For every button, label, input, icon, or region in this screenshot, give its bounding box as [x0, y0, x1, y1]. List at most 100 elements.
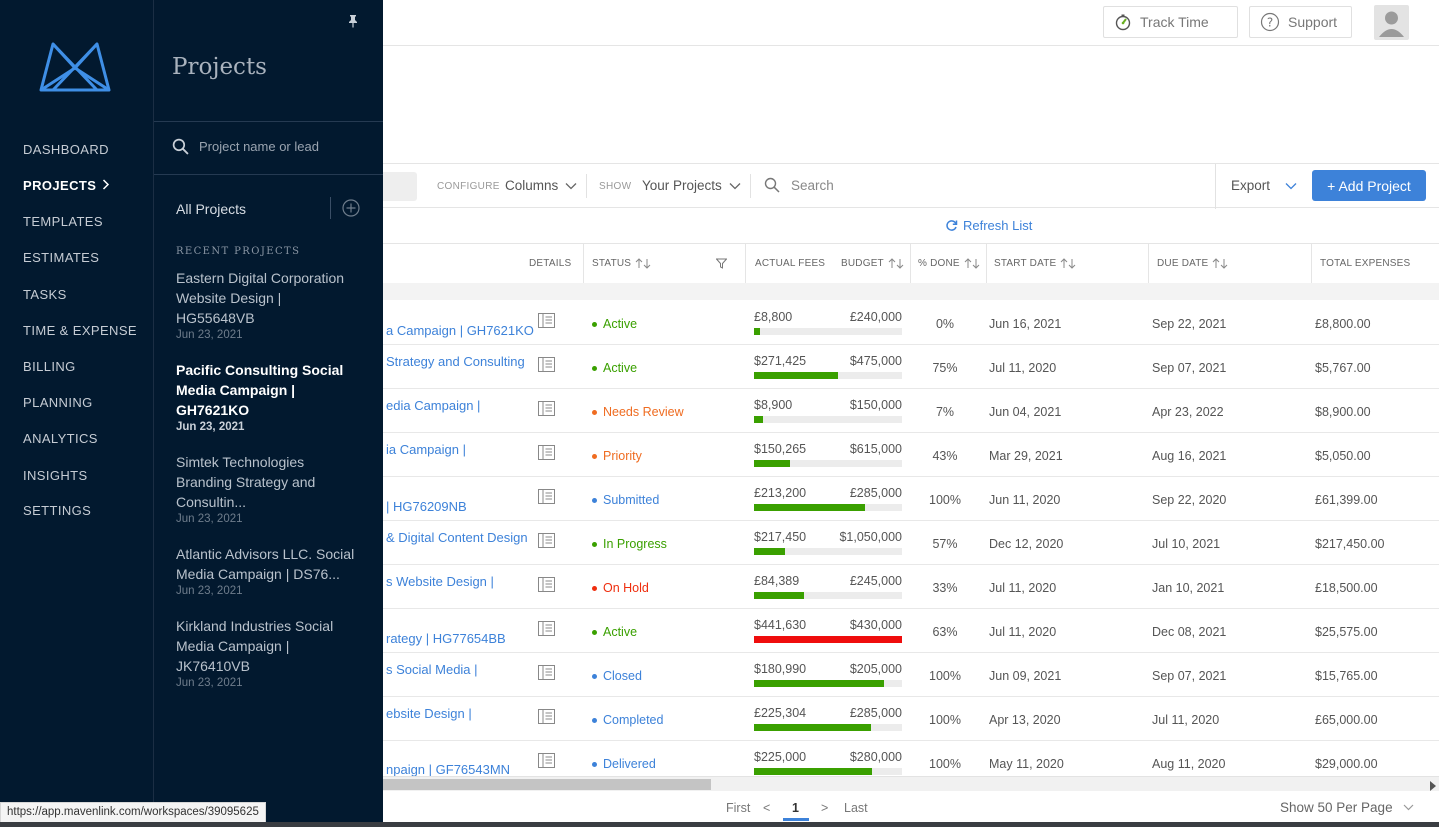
project-name-link[interactable]: ia Campaign |: [386, 442, 466, 457]
details-icon[interactable]: [538, 753, 555, 771]
project-name-link[interactable]: ebsite Design |: [386, 706, 472, 721]
status-label: Active: [603, 361, 638, 375]
project-name-link[interactable]: & Digital Content Design: [386, 530, 528, 545]
total-expenses-value: $217,450.00: [1315, 537, 1385, 551]
track-time-button[interactable]: Track Time: [1103, 6, 1238, 38]
nav-item-settings[interactable]: SETTINGS: [23, 503, 91, 518]
scrollbar-thumb[interactable]: [383, 779, 711, 790]
status-badge[interactable]: Priority: [592, 449, 642, 463]
recent-project-item[interactable]: Pacific Consulting Social Media Campaign…: [176, 360, 361, 433]
status-badge[interactable]: Active: [592, 317, 637, 331]
table-row[interactable]: ebsite Design | Completed £225,304 £285,000…: [383, 697, 1439, 741]
nav-item-insights[interactable]: INSIGHTS: [23, 468, 88, 483]
status-badge[interactable]: Submitted: [592, 493, 659, 507]
nav-item-tasks[interactable]: TASKS: [23, 287, 67, 302]
nav-item-planning[interactable]: PLANNING: [23, 395, 93, 410]
first-page-link[interactable]: First: [726, 801, 751, 815]
show-dropdown[interactable]: Your Projects: [642, 178, 741, 193]
recent-project-item[interactable]: Kirkland Industries Social Media Campaig…: [176, 616, 361, 689]
table-row[interactable]: ia Campaign | Priority $150,265 $615,000 43%…: [383, 433, 1439, 477]
details-icon[interactable]: [538, 665, 555, 683]
table-row[interactable]: | HG76209NB Submitted £213,200 £285,000 100%…: [383, 477, 1439, 521]
details-icon[interactable]: [538, 709, 555, 727]
project-name-link[interactable]: edia Campaign |: [386, 398, 481, 413]
recent-project-item[interactable]: Atlantic Advisors LLC. Social Media Camp…: [176, 544, 361, 597]
table-row[interactable]: rategy | HG77654BB Active $441,630 $430,000…: [383, 609, 1439, 653]
nav-item-analytics[interactable]: ANALYTICS: [23, 431, 98, 446]
col-start-date[interactable]: START DATE: [994, 258, 1076, 269]
status-badge[interactable]: Active: [592, 625, 637, 639]
table-search-input[interactable]: Search: [764, 177, 834, 193]
add-project-button[interactable]: + Add Project: [1312, 170, 1426, 201]
start-date-value: Dec 12, 2020: [989, 537, 1064, 551]
col-due-date[interactable]: DUE DATE: [1157, 258, 1228, 269]
project-name-link[interactable]: npaign | GF76543MN: [386, 762, 511, 777]
nav-item-label: BILLING: [23, 359, 76, 374]
sort-icon[interactable]: [888, 258, 904, 269]
columns-dropdown[interactable]: Columns: [505, 178, 577, 193]
col-pct-done[interactable]: % DONE: [918, 258, 980, 269]
support-button[interactable]: ? Support: [1249, 6, 1352, 38]
project-name-link[interactable]: rategy | HG77654BB: [386, 631, 506, 646]
current-page[interactable]: 1: [792, 801, 799, 815]
details-icon[interactable]: [538, 489, 555, 507]
table-row[interactable]: a Campaign | GH7621KO Active £8,800 £240,00…: [383, 301, 1439, 345]
status-badge[interactable]: Completed: [592, 713, 663, 727]
col-status[interactable]: STATUS: [592, 258, 651, 269]
nav-item-templates[interactable]: TEMPLATES: [23, 214, 103, 229]
scroll-right-arrow-icon[interactable]: [1430, 779, 1436, 794]
recent-project-item[interactable]: Eastern Digital Corporation Website Desi…: [176, 268, 361, 341]
project-name-link[interactable]: s Social Media |: [386, 662, 478, 677]
nav-item-dashboard[interactable]: DASHBOARD: [23, 142, 109, 157]
last-page-link[interactable]: Last: [844, 801, 868, 815]
mavenlink-logo-icon[interactable]: [38, 40, 112, 97]
status-badge[interactable]: Closed: [592, 669, 642, 683]
nav-item-projects[interactable]: PROJECTS: [23, 178, 110, 193]
sort-icon[interactable]: [1212, 258, 1228, 269]
start-date-value: Apr 13, 2020: [989, 713, 1061, 727]
add-circle-icon[interactable]: [342, 199, 360, 220]
nav-item-time-expense[interactable]: TIME & EXPENSE: [23, 323, 137, 338]
table-row[interactable]: Strategy and Consulting Active $271,425 $47…: [383, 345, 1439, 389]
pin-icon[interactable]: [348, 14, 358, 31]
nav-item-estimates[interactable]: ESTIMATES: [23, 250, 99, 265]
horizontal-scrollbar[interactable]: [383, 776, 1439, 791]
project-name-link[interactable]: a Campaign | GH7621KO: [386, 323, 534, 338]
project-name-link[interactable]: s Website Design |: [386, 574, 494, 589]
table-row[interactable]: & Digital Content Design In Progress $217,…: [383, 521, 1439, 565]
status-badge[interactable]: Needs Review: [592, 405, 684, 419]
status-badge[interactable]: Active: [592, 361, 637, 375]
project-name-link[interactable]: Strategy and Consulting: [386, 354, 525, 369]
col-budget[interactable]: BUDGET: [841, 258, 904, 269]
refresh-list-link[interactable]: Refresh List: [945, 218, 1032, 233]
details-icon[interactable]: [538, 577, 555, 595]
details-icon[interactable]: [538, 621, 555, 639]
sort-icon[interactable]: [1060, 258, 1076, 269]
status-badge[interactable]: On Hold: [592, 581, 649, 595]
sort-icon[interactable]: [635, 258, 651, 269]
status-badge[interactable]: In Progress: [592, 537, 667, 551]
export-dropdown[interactable]: Export: [1231, 178, 1297, 193]
per-page-dropdown[interactable]: Show 50 Per Page: [1280, 800, 1414, 815]
details-icon[interactable]: [538, 533, 555, 551]
budget-value: $1,050,000: [839, 530, 902, 544]
details-icon[interactable]: [538, 401, 555, 419]
table-row[interactable]: s Social Media | Closed $180,990 $205,000 10…: [383, 653, 1439, 697]
details-icon[interactable]: [538, 445, 555, 463]
project-search-input[interactable]: Project name or lead: [172, 138, 319, 155]
next-page-link[interactable]: >: [821, 801, 829, 815]
user-avatar[interactable]: [1374, 5, 1409, 40]
prev-page-link[interactable]: <: [763, 801, 771, 815]
nav-item-billing[interactable]: BILLING: [23, 359, 76, 374]
recent-project-item[interactable]: Simtek Technologies Branding Strategy an…: [176, 452, 361, 525]
status-badge[interactable]: Delivered: [592, 757, 656, 771]
details-icon[interactable]: [538, 313, 555, 331]
all-projects-link[interactable]: All Projects: [176, 201, 247, 217]
toolbar-grey-box[interactable]: [383, 172, 417, 201]
details-icon[interactable]: [538, 357, 555, 375]
sort-icon[interactable]: [964, 258, 980, 269]
project-name-link[interactable]: | HG76209NB: [386, 499, 467, 514]
table-row[interactable]: edia Campaign | Needs Review $8,900 $150,00…: [383, 389, 1439, 433]
table-row[interactable]: s Website Design | On Hold £84,389 £245,000…: [383, 565, 1439, 609]
filter-icon[interactable]: [715, 257, 728, 272]
